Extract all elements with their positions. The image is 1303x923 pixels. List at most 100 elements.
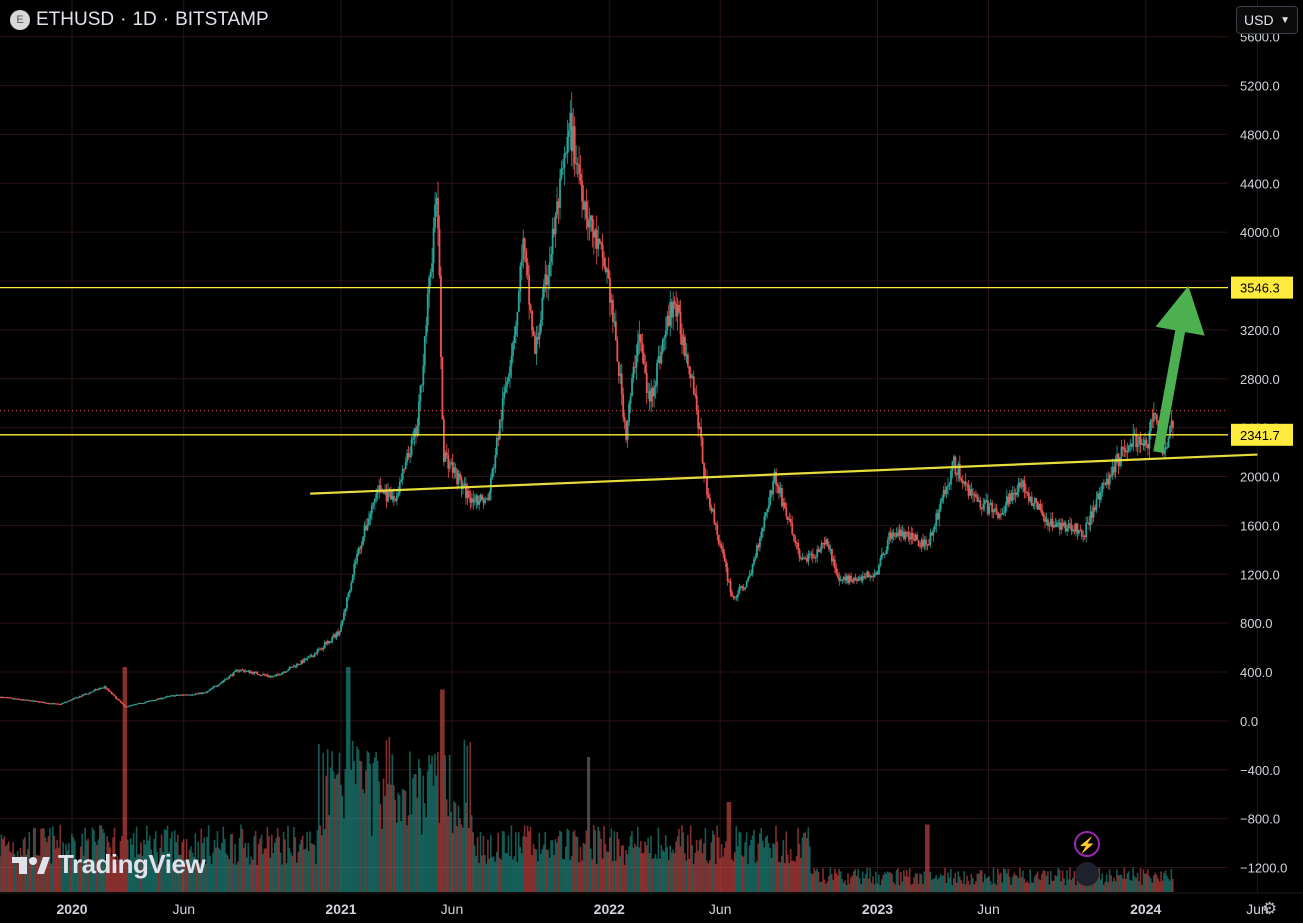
drawings[interactable]: ⚡ — [0, 285, 1258, 886]
candle-body — [124, 704, 126, 707]
volume-bar — [923, 871, 926, 892]
candle-body — [1097, 493, 1099, 500]
volume-bar — [719, 858, 721, 892]
volume-bar — [883, 872, 886, 892]
volume-bar — [1145, 873, 1148, 892]
candle-body — [312, 656, 314, 658]
candle-body — [976, 496, 979, 502]
candle-body — [523, 238, 526, 251]
currency-selector[interactable]: USD ▼ — [1236, 6, 1298, 34]
candle-body — [297, 663, 300, 665]
candle-body — [519, 266, 522, 292]
candle-body — [1004, 505, 1007, 513]
candle-body — [481, 494, 484, 500]
trend-line[interactable] — [310, 453, 1258, 495]
candle-body — [932, 529, 935, 536]
volume-bar — [457, 805, 460, 892]
alert-bolt-icon[interactable] — [1074, 831, 1100, 857]
candle-body — [722, 548, 725, 555]
candle-body — [669, 301, 672, 326]
volume-bar — [356, 746, 358, 892]
volume-bar — [281, 864, 283, 892]
volume-bar — [659, 858, 661, 892]
volume-bar — [947, 872, 949, 892]
volume-bar — [955, 882, 958, 892]
time-axis[interactable]: 2020 Jun 2021 Jun 2022 Jun 2023 Jun 2024 Jun — [0, 892, 1303, 923]
candle-body — [420, 385, 423, 387]
volume-bar — [1045, 875, 1048, 892]
up-arrow-drawing[interactable] — [1153, 285, 1205, 454]
candle-body — [344, 608, 347, 613]
candle-body — [779, 488, 782, 494]
price-axis[interactable]: 5600.05200.04800.04400.04000.03600.03200… — [1231, 30, 1293, 876]
candle-body — [625, 421, 628, 440]
tradingview-logo-icon — [12, 856, 50, 874]
volume-bar — [585, 830, 588, 892]
volume-bar — [16, 851, 19, 892]
volume-bar — [951, 885, 954, 892]
candle-body — [281, 672, 284, 675]
candle-body — [151, 700, 154, 702]
volume-bar — [488, 858, 491, 892]
volume-bar — [391, 754, 394, 892]
volume-bar — [597, 826, 599, 892]
symbol-header[interactable]: E ETHUSD · 1D · BITSTAMP — [10, 9, 269, 31]
candle-body — [720, 545, 723, 549]
volume-bar — [137, 854, 139, 892]
volume-bar — [462, 827, 464, 892]
candle-body — [997, 512, 999, 518]
candle-body — [301, 660, 304, 663]
candle-body — [56, 703, 59, 705]
indicator-dot-icon[interactable] — [1075, 862, 1099, 886]
candle-body — [470, 498, 473, 503]
candle-body — [240, 669, 242, 671]
candle-body — [438, 228, 441, 276]
volume-bar — [506, 853, 508, 892]
candle-body — [1119, 457, 1121, 467]
candle-body — [31, 700, 34, 702]
volume-bar — [1061, 870, 1064, 892]
candle-body — [729, 581, 732, 593]
candle-body — [556, 201, 558, 215]
tradingview-watermark[interactable]: TradingView — [12, 849, 206, 880]
volume-bar — [448, 754, 451, 892]
candle-body — [237, 670, 240, 672]
volume-bar — [551, 840, 554, 892]
candle-body — [582, 201, 585, 210]
gear-icon[interactable]: ⚙ — [1262, 899, 1278, 918]
volume-bar — [647, 837, 649, 892]
candle-body — [353, 563, 356, 575]
candle-body — [620, 373, 623, 395]
candle-body — [390, 490, 392, 500]
candle-body — [345, 597, 348, 609]
candle-body — [15, 698, 18, 700]
volume-bar — [1098, 867, 1101, 892]
volume-bar — [1019, 867, 1021, 892]
volume-bar — [753, 829, 755, 892]
candle-body — [103, 686, 106, 688]
candle-body — [845, 575, 848, 581]
candle-body — [756, 544, 758, 558]
volume-bar — [697, 850, 699, 892]
candle-body — [983, 500, 986, 505]
volume-bar — [260, 834, 263, 892]
volume-bar — [957, 871, 960, 892]
candle-body — [378, 485, 381, 492]
candle-body — [135, 703, 138, 705]
volume-bar — [31, 859, 34, 892]
volume-bar — [550, 840, 552, 892]
candle-body — [1063, 522, 1066, 527]
volume-bar — [939, 874, 942, 892]
candle-body — [404, 461, 407, 470]
candle-body — [359, 547, 362, 549]
volume-bar — [637, 826, 639, 892]
candle-body — [172, 695, 175, 697]
candle-body — [980, 507, 983, 509]
volume-bar — [298, 844, 301, 892]
candle-body — [163, 697, 166, 699]
candle-body — [257, 674, 260, 676]
volume-bar — [626, 854, 629, 892]
candle-body — [1007, 496, 1010, 504]
volume-bar — [96, 844, 98, 892]
